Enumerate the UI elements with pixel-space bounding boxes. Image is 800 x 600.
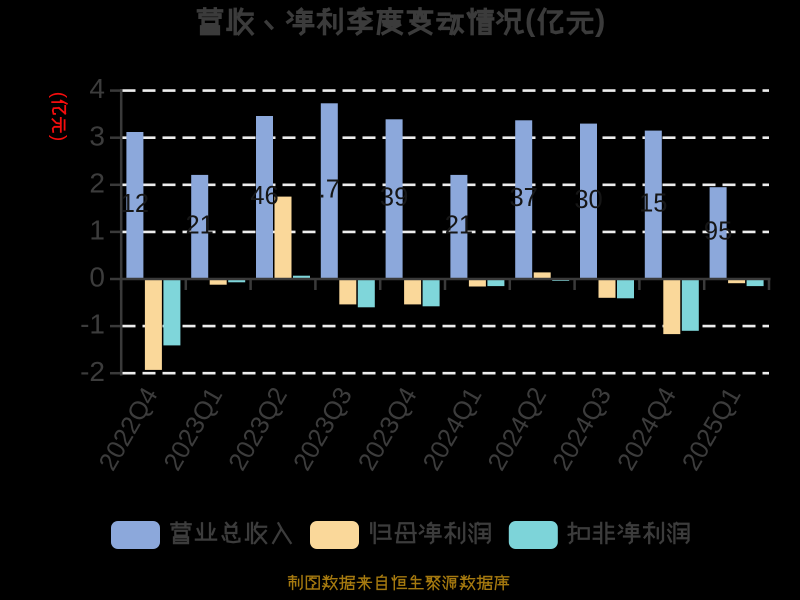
svg-text:.7: .7 [319, 176, 340, 204]
svg-text:15: 15 [639, 189, 667, 217]
svg-text:12: 12 [121, 190, 149, 218]
svg-text:30: 30 [574, 186, 602, 214]
svg-text:21: 21 [186, 212, 214, 240]
svg-text:39: 39 [380, 184, 408, 212]
svg-text:37: 37 [510, 184, 538, 212]
svg-text:0: 0 [89, 262, 105, 293]
svg-text:21: 21 [445, 212, 473, 240]
svg-text:): ) [48, 135, 69, 141]
svg-text:1: 1 [89, 215, 105, 246]
svg-text:95: 95 [704, 218, 732, 246]
svg-text:46: 46 [250, 182, 278, 210]
svg-text:-2: -2 [80, 356, 105, 387]
svg-text:3: 3 [89, 120, 105, 151]
svg-text:(: ( [48, 92, 69, 99]
svg-text:4: 4 [89, 73, 105, 104]
svg-text:): ) [595, 3, 605, 38]
svg-text:2: 2 [89, 167, 105, 198]
svg-text:(: ( [525, 3, 536, 38]
svg-text:-1: -1 [80, 309, 105, 340]
